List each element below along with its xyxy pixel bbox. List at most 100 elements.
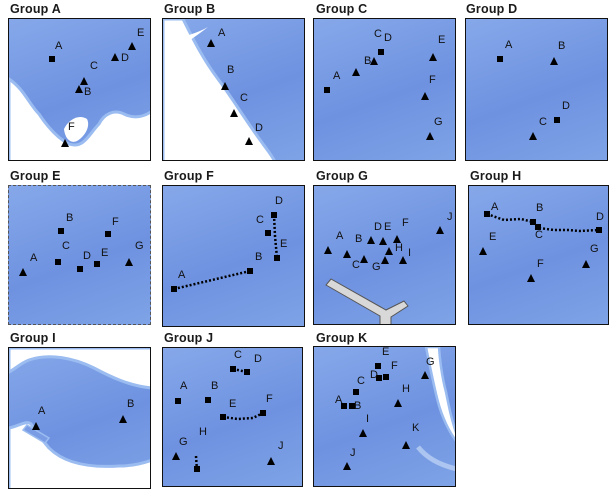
group-e-marker-a <box>19 268 27 276</box>
group-k-label-b: B <box>354 400 362 412</box>
group-f-marker-c <box>265 230 271 236</box>
group-f-marker-d <box>271 212 277 218</box>
group-h-marker-a <box>484 211 490 217</box>
group-c-marker-b <box>352 68 360 76</box>
group-e-label-c: C <box>62 240 70 252</box>
group-i-marker-a <box>32 422 40 430</box>
group-b-marker-d <box>245 137 253 145</box>
group-f-label-d: D <box>275 195 283 207</box>
group-g-label-f: F <box>402 217 409 229</box>
group-k-land <box>416 347 455 472</box>
group-f-marker-a <box>171 286 177 292</box>
group-k-label-h: H <box>402 383 410 395</box>
group-e-marker-g <box>125 258 133 266</box>
group-a-title: Group A <box>10 2 61 16</box>
group-k-label-e: E <box>382 346 390 358</box>
group-j-marker-e <box>220 414 226 420</box>
group-k-label-c: C <box>357 375 365 387</box>
group-e-label-a: A <box>30 252 38 264</box>
group-g-marker-e <box>379 237 387 245</box>
group-j-label-f: F <box>266 393 273 405</box>
group-g-label-h: H <box>395 242 403 254</box>
group-a-marker-c <box>80 77 88 85</box>
group-g-map: A B C D E F G H I J <box>313 185 456 325</box>
group-k-marker-g <box>421 371 429 379</box>
group-d-label-a: A <box>505 39 513 51</box>
group-g-label-e: E <box>384 221 392 233</box>
group-g-label-c: C <box>352 259 360 271</box>
group-k-map: A B C D E F G H I J K <box>313 346 456 487</box>
group-j-label-j: J <box>278 440 284 452</box>
group-i-land <box>9 348 150 488</box>
group-g-marker-f <box>393 235 401 243</box>
group-e-label-g: G <box>135 240 144 252</box>
group-g-label-j: J <box>447 211 453 223</box>
group-h-map: A B C D E F G <box>468 185 609 325</box>
group-k-marker-a <box>341 403 347 409</box>
group-k-marker-b <box>349 403 355 409</box>
group-k-marker-c <box>353 389 359 395</box>
group-k-label-j: J <box>350 447 356 459</box>
group-b-marker-c <box>230 109 238 117</box>
group-c-marker-g <box>426 132 434 140</box>
group-c-map: A B C D E F G <box>313 18 456 161</box>
group-g-marker-c <box>360 255 368 263</box>
group-i-map: A B <box>8 347 151 489</box>
group-h-marker-f <box>527 274 535 282</box>
group-g-label-a: A <box>336 230 344 242</box>
group-j-label-g: G <box>179 436 188 448</box>
group-j-map: A B C D E F G H J <box>162 347 303 487</box>
group-i-label-a: A <box>38 405 46 417</box>
group-a-map: A B C D E F <box>8 18 151 161</box>
group-k-label-f: F <box>391 360 398 372</box>
group-a-marker-e <box>128 42 136 50</box>
group-k-marker-d <box>376 375 382 381</box>
group-h-label-f: F <box>537 258 544 270</box>
group-j-marker-c <box>230 366 236 372</box>
group-j-title: Group J <box>164 331 214 345</box>
group-a-label-d: D <box>121 52 129 64</box>
group-k-label-d: D <box>370 369 378 381</box>
group-g-label-i: I <box>408 247 412 259</box>
group-b-map: A B C D <box>162 18 305 161</box>
group-j-marker-h <box>194 466 200 472</box>
group-h-marker-c <box>535 224 541 230</box>
group-f-marker-e <box>274 255 280 261</box>
group-k-marker-e <box>375 363 381 369</box>
group-j-marker-b <box>205 397 211 403</box>
group-c-marker-c <box>370 57 378 65</box>
group-h-label-c: C <box>535 229 543 241</box>
group-j-marker-d <box>244 369 250 375</box>
group-j-label-d: D <box>254 353 262 365</box>
group-c-label-b: B <box>364 55 372 67</box>
group-g-marker-i <box>399 256 407 264</box>
group-b-land <box>163 19 276 160</box>
group-h-track <box>486 212 600 233</box>
group-c-label-e: E <box>438 34 446 46</box>
group-e-map: A B C D E F G <box>8 185 151 325</box>
group-a-land <box>9 77 150 160</box>
group-k-marker-h <box>394 399 402 407</box>
group-f-label-a: A <box>178 269 186 281</box>
group-c-label-g: G <box>434 116 443 128</box>
group-j-marker-g <box>172 452 180 460</box>
group-h-title: Group H <box>470 169 522 183</box>
group-j-label-b: B <box>211 380 219 392</box>
group-k-label-g: G <box>426 356 435 368</box>
group-a-label-a: A <box>55 40 63 52</box>
group-k-label-i: I <box>366 413 370 425</box>
group-k-marker-i <box>359 429 367 437</box>
group-e-marker-b <box>58 228 64 234</box>
group-d-label-d: D <box>562 100 570 112</box>
group-h-marker-d <box>596 227 602 233</box>
group-a-marker-a <box>49 56 55 62</box>
group-e-label-e: E <box>101 247 109 259</box>
group-g-marker-b <box>343 250 351 258</box>
group-i-marker-b <box>119 415 127 423</box>
group-f-map: A B C D E <box>162 185 305 327</box>
group-j-marker-j <box>267 457 275 465</box>
group-g-marker-h <box>385 247 393 255</box>
group-h-label-d: D <box>596 211 604 223</box>
group-e-marker-d <box>77 266 83 272</box>
group-d-marker-b <box>550 57 558 65</box>
